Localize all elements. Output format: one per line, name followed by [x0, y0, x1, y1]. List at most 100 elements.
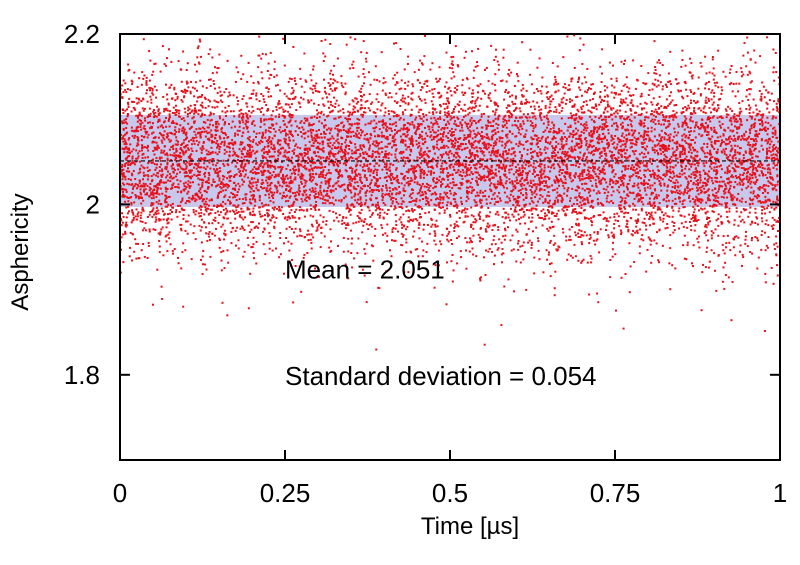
- data-point: [341, 222, 344, 225]
- data-point: [172, 106, 175, 109]
- data-point: [494, 103, 497, 106]
- data-point: [267, 129, 270, 132]
- data-point: [716, 172, 719, 175]
- data-point: [763, 167, 766, 170]
- data-point: [233, 115, 236, 118]
- data-point: [742, 54, 745, 57]
- data-point: [438, 212, 441, 215]
- data-point: [476, 191, 479, 194]
- data-point: [312, 158, 315, 161]
- data-point: [431, 223, 434, 226]
- data-point: [542, 201, 545, 204]
- data-point: [209, 48, 212, 51]
- data-point: [252, 109, 255, 112]
- data-point: [707, 88, 710, 91]
- data-point: [620, 140, 623, 143]
- data-point: [502, 184, 505, 187]
- data-point: [366, 152, 369, 155]
- data-point: [308, 140, 311, 143]
- data-point: [310, 158, 313, 160]
- data-point: [741, 161, 744, 164]
- data-point: [438, 77, 441, 80]
- data-point: [365, 60, 368, 63]
- data-point: [519, 261, 522, 264]
- data-point: [539, 148, 542, 151]
- data-point: [324, 124, 327, 127]
- data-point: [580, 123, 582, 126]
- data-point: [180, 190, 183, 193]
- data-point: [432, 96, 435, 98]
- data-point: [337, 184, 340, 187]
- data-point: [724, 206, 727, 209]
- data-point: [437, 204, 440, 207]
- data-point: [615, 128, 618, 131]
- data-point: [562, 231, 565, 234]
- data-point: [589, 234, 592, 236]
- data-point: [410, 92, 413, 95]
- data-point: [756, 197, 759, 200]
- data-point: [216, 162, 219, 164]
- data-point: [145, 132, 148, 135]
- data-point: [362, 151, 365, 154]
- data-point: [651, 82, 654, 85]
- data-point: [459, 170, 462, 173]
- data-point: [328, 132, 331, 135]
- data-point: [669, 140, 671, 143]
- data-point: [408, 160, 411, 163]
- data-point: [471, 146, 474, 149]
- data-point: [152, 93, 155, 96]
- data-point: [194, 109, 197, 112]
- data-point: [302, 98, 305, 101]
- data-point: [187, 214, 190, 217]
- data-point: [198, 171, 201, 174]
- data-point: [459, 121, 462, 124]
- data-point: [662, 118, 665, 121]
- data-point: [274, 158, 277, 161]
- data-point: [538, 179, 541, 182]
- data-point: [423, 55, 426, 58]
- data-point: [692, 139, 694, 141]
- data-point: [569, 199, 571, 202]
- data-point: [708, 71, 711, 74]
- data-point: [767, 127, 769, 130]
- data-point: [445, 227, 448, 230]
- data-point: [213, 234, 216, 237]
- data-point: [238, 109, 241, 112]
- data-point: [589, 176, 592, 179]
- data-point: [586, 160, 589, 163]
- data-point: [468, 150, 471, 153]
- data-point: [239, 169, 242, 172]
- data-point: [681, 121, 684, 124]
- data-point: [772, 282, 775, 285]
- data-point: [589, 189, 592, 192]
- data-point: [209, 100, 211, 103]
- data-point: [352, 67, 355, 69]
- data-point: [467, 197, 470, 200]
- data-point: [183, 185, 186, 188]
- data-point: [381, 124, 384, 127]
- data-point: [413, 199, 416, 202]
- data-point: [254, 157, 257, 160]
- data-point: [157, 187, 160, 190]
- data-point: [468, 241, 471, 244]
- data-point: [133, 163, 136, 166]
- data-point: [549, 170, 552, 173]
- data-point: [409, 193, 412, 196]
- data-point: [568, 84, 571, 87]
- data-point: [736, 114, 739, 117]
- data-point: [436, 162, 439, 165]
- data-point: [298, 169, 300, 172]
- data-point: [546, 156, 549, 159]
- data-point: [191, 150, 194, 152]
- data-point: [307, 150, 309, 153]
- data-point: [292, 301, 295, 304]
- data-point: [345, 160, 348, 163]
- data-point: [557, 181, 560, 184]
- data-point: [411, 192, 414, 195]
- data-point: [772, 116, 775, 119]
- data-point: [715, 194, 718, 197]
- data-point: [149, 112, 152, 115]
- data-point: [310, 79, 313, 82]
- data-point: [693, 99, 695, 102]
- data-point: [152, 193, 155, 196]
